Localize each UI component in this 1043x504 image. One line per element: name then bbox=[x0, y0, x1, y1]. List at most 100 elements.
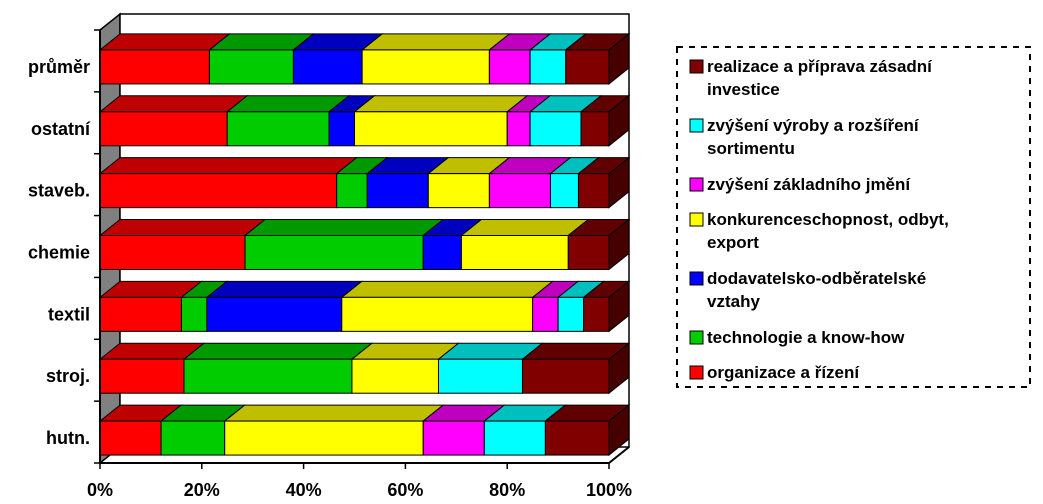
bar-3-s3-top bbox=[459, 219, 590, 236]
bar-2-s4 bbox=[488, 173, 551, 209]
axes-group: průměr ostatní staveb. chemie textil stroj. hu… bbox=[28, 29, 632, 500]
bar-1-side bbox=[608, 94, 630, 147]
x-tick-label: 100% bbox=[586, 480, 632, 500]
bar-5-s5 bbox=[437, 358, 523, 394]
category-label: chemie bbox=[28, 243, 90, 263]
category-label: ostatní bbox=[31, 119, 91, 139]
legend-label: zvýšení základního jmění bbox=[707, 175, 911, 194]
bar-1-s0-top bbox=[98, 95, 249, 113]
bar-0-s3 bbox=[361, 49, 490, 85]
legend: realizace a příprava zásadní investice zvý… bbox=[676, 46, 1031, 388]
bar-6-s3 bbox=[224, 420, 424, 456]
bar-2-s1 bbox=[336, 173, 368, 209]
bar-3-s0-top bbox=[98, 219, 267, 236]
legend-label: dodavatelsko-odběratelské bbox=[707, 269, 926, 288]
legend-label: technologie a know-how bbox=[707, 328, 905, 347]
bar-4-s3 bbox=[341, 296, 534, 332]
bar-0-s4 bbox=[488, 49, 531, 85]
bar-3-s2 bbox=[422, 235, 462, 270]
bar-4-side bbox=[608, 280, 630, 333]
category-label: staveb. bbox=[28, 181, 90, 201]
bar-4-s5 bbox=[557, 296, 585, 332]
legend-label: zvýšení výroby a rozšíření bbox=[707, 116, 920, 135]
bar-0-s5 bbox=[529, 49, 567, 85]
legend-swatch bbox=[689, 59, 704, 74]
bar-5-s6 bbox=[521, 358, 610, 394]
bar-6-s5 bbox=[483, 420, 546, 456]
bar-4-s4 bbox=[532, 296, 559, 332]
legend-label-cont: investice bbox=[707, 80, 780, 99]
legend-swatch bbox=[689, 330, 704, 345]
bar-1-s6 bbox=[580, 111, 610, 147]
x-tick-label: 80% bbox=[489, 480, 525, 500]
bar-1-s3-top bbox=[353, 95, 529, 113]
bar-3-s1 bbox=[244, 235, 424, 270]
bar-1-s1 bbox=[226, 111, 330, 147]
bars-group bbox=[98, 32, 631, 457]
legend-label: konkurenceschopnost, odbyt, bbox=[707, 210, 949, 229]
legend-label: organizace a řízení bbox=[707, 363, 860, 382]
floor-edge bbox=[608, 446, 630, 464]
bar-3-s1-top bbox=[243, 219, 445, 236]
legend-label-cont: vztahy bbox=[707, 292, 760, 311]
bar-3-side bbox=[608, 218, 630, 271]
legend-swatch bbox=[689, 212, 704, 227]
category-label: textil bbox=[48, 304, 90, 324]
bar-1-s2 bbox=[328, 111, 355, 147]
bar-5-s1 bbox=[183, 358, 353, 394]
bar-1-s5 bbox=[529, 111, 582, 147]
legend-label-cont: export bbox=[707, 233, 759, 252]
bar-4-s6 bbox=[583, 296, 610, 332]
category-label: průměr bbox=[28, 57, 90, 77]
bar-5-side bbox=[608, 342, 630, 395]
bar-2-s0 bbox=[99, 173, 338, 209]
bar-5-s1-top bbox=[182, 342, 374, 360]
bar-5-s3 bbox=[351, 358, 439, 394]
bar-6-s4 bbox=[422, 420, 485, 456]
legend-label-cont: sortimentu bbox=[707, 139, 795, 158]
bar-1-s4 bbox=[506, 111, 531, 147]
bar-0-s0-top bbox=[98, 33, 231, 51]
bar-3-s0 bbox=[99, 235, 246, 270]
bar-0-s3-top bbox=[360, 33, 511, 51]
legend-swatch bbox=[689, 118, 704, 133]
x-tick-label: 0% bbox=[87, 480, 113, 500]
bar-6-s0 bbox=[99, 420, 162, 456]
bar-0-s0 bbox=[99, 49, 210, 85]
bar-2-s5 bbox=[549, 173, 579, 209]
bar-6-side bbox=[608, 404, 630, 457]
legend-box bbox=[676, 46, 1031, 388]
bar-6-s3-top bbox=[223, 404, 445, 422]
bar-0-side bbox=[608, 32, 630, 85]
bar-1-s0 bbox=[99, 111, 228, 147]
category-label: hutn. bbox=[46, 428, 90, 448]
bar-4-s1 bbox=[180, 296, 208, 332]
legend-swatch bbox=[689, 271, 704, 286]
bar-4-s2 bbox=[206, 296, 343, 332]
category-label: stroj. bbox=[46, 366, 90, 386]
bar-2-side bbox=[608, 156, 630, 209]
bar-2-s6 bbox=[577, 173, 610, 209]
bar-2-s2 bbox=[366, 173, 429, 209]
x-tick-label: 60% bbox=[387, 480, 423, 500]
bar-4-s3-top bbox=[340, 280, 555, 298]
legend-label: realizace a příprava zásadní bbox=[707, 57, 933, 76]
x-tick-label: 20% bbox=[184, 480, 220, 500]
bar-0-s2 bbox=[292, 49, 363, 85]
bar-0-s6 bbox=[565, 49, 610, 85]
legend-swatch bbox=[689, 177, 704, 192]
bar-4-s2-top bbox=[205, 280, 364, 298]
x-tick-label: 40% bbox=[286, 480, 322, 500]
bar-1-s1-top bbox=[225, 95, 351, 113]
bar-6-s6 bbox=[544, 420, 610, 456]
bar-0-s1 bbox=[208, 49, 294, 85]
bar-1-s3 bbox=[354, 111, 508, 147]
bar-3-s3 bbox=[460, 235, 569, 270]
bar-2-s0-top bbox=[98, 157, 359, 175]
legend-swatch bbox=[689, 365, 704, 380]
bar-2-s3 bbox=[427, 173, 490, 209]
bar-5-s0 bbox=[99, 358, 185, 394]
bar-6-s1 bbox=[160, 420, 226, 456]
bar-4-s0 bbox=[99, 296, 182, 332]
